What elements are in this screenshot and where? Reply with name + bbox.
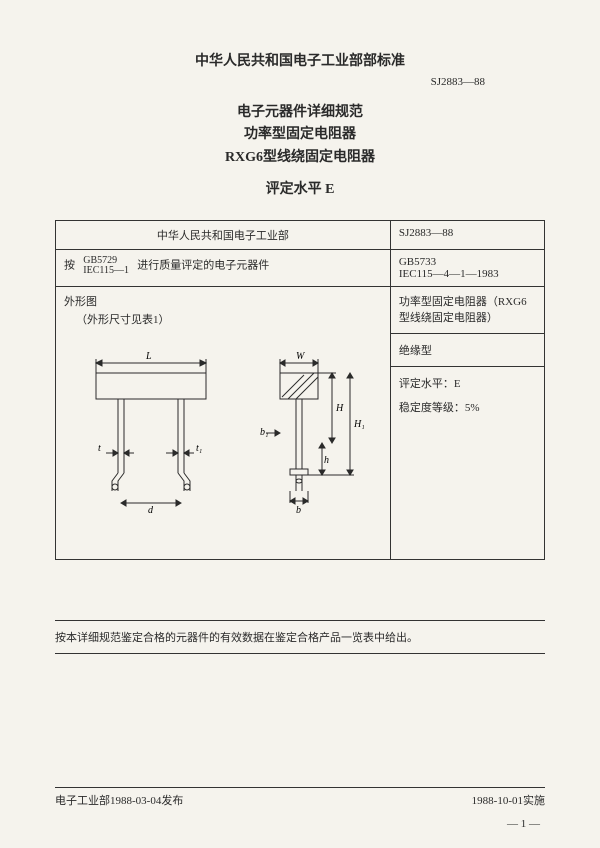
title-line-2: 功率型固定电阻器 <box>55 124 545 146</box>
side-view-diagram: W H H₁ b₁ h b <box>260 343 370 513</box>
footer-bar: 电子工业部1988-03-04发布 1988-10-01实施 <box>55 787 545 808</box>
body-right-4: 稳定度等级：5% <box>399 399 536 415</box>
label-d: d <box>148 505 154 516</box>
diagram-container: L t t₁ d <box>64 343 382 513</box>
footer-left: 电子工业部1988-03-04发布 <box>55 792 183 808</box>
standard-code: SJ2883—88 <box>55 76 485 88</box>
main-title-block: 电子元器件详细规范 功率型固定电阻器 RXG6型线绕固定电阻器 评定水平 E <box>55 102 545 202</box>
label-t: t <box>98 443 101 454</box>
table-r1-left: 中华人民共和国电子工业部 <box>56 220 391 249</box>
title-line-3: RXG6型线绕固定电阻器 <box>55 147 545 169</box>
label-h1: H₁ <box>353 419 365 430</box>
page-number: — 1 — <box>507 818 540 830</box>
label-h-cap: H <box>335 403 344 414</box>
r2-suffix: 进行质量评定的电子元器件 <box>137 259 269 271</box>
body-right-3: 评定水平：E <box>399 375 536 391</box>
table-body-left: 外形图 （外形尺寸见表1） <box>56 286 391 559</box>
sep-2 <box>391 366 544 367</box>
label-b: b <box>296 505 301 516</box>
r2-std2: IEC115—1 <box>83 266 129 276</box>
r2-standards-stack: GB5729 IEC115—1 <box>83 256 129 276</box>
table-r1-right: SJ2883—88 <box>390 220 544 249</box>
title-line-4: 评定水平 E <box>55 179 545 201</box>
outline-label: 外形图 <box>64 293 382 309</box>
label-l: L <box>145 351 152 362</box>
authority-heading: 中华人民共和国电子工业部部标准 <box>55 50 545 70</box>
front-view-diagram: L t t₁ d <box>76 343 236 513</box>
label-w: W <box>296 351 306 362</box>
table-r2-left: 按 GB5729 IEC115—1 进行质量评定的电子元器件 <box>56 249 391 286</box>
body-right-1: 功率型固定电阻器（RXG6型线绕固定电阻器） <box>399 293 536 325</box>
body-right-2: 绝缘型 <box>399 342 536 358</box>
label-t1: t₁ <box>196 443 202 454</box>
label-b1: b₁ <box>260 427 268 438</box>
r2-prefix: 按 <box>64 259 75 271</box>
title-line-1: 电子元器件详细规范 <box>55 102 545 124</box>
sep-1 <box>391 333 544 334</box>
table-r2-right: GB5733 IEC115—4—1—1983 <box>390 249 544 286</box>
r2-right-2: IEC115—4—1—1983 <box>399 268 536 280</box>
outline-sub: （外形尺寸见表1） <box>76 311 382 327</box>
standard-table: 中华人民共和国电子工业部 SJ2883—88 按 GB5729 IEC115—1… <box>55 220 545 560</box>
footer-right: 1988-10-01实施 <box>472 792 545 808</box>
table-body-right: 功率型固定电阻器（RXG6型线绕固定电阻器） 绝缘型 评定水平：E 稳定度等级：… <box>390 286 544 559</box>
label-h-small: h <box>324 455 329 466</box>
r2-right-1: GB5733 <box>399 256 536 268</box>
footnote: 按本详细规范鉴定合格的元器件的有效数据在鉴定合格产品一览表中给出。 <box>55 620 545 654</box>
